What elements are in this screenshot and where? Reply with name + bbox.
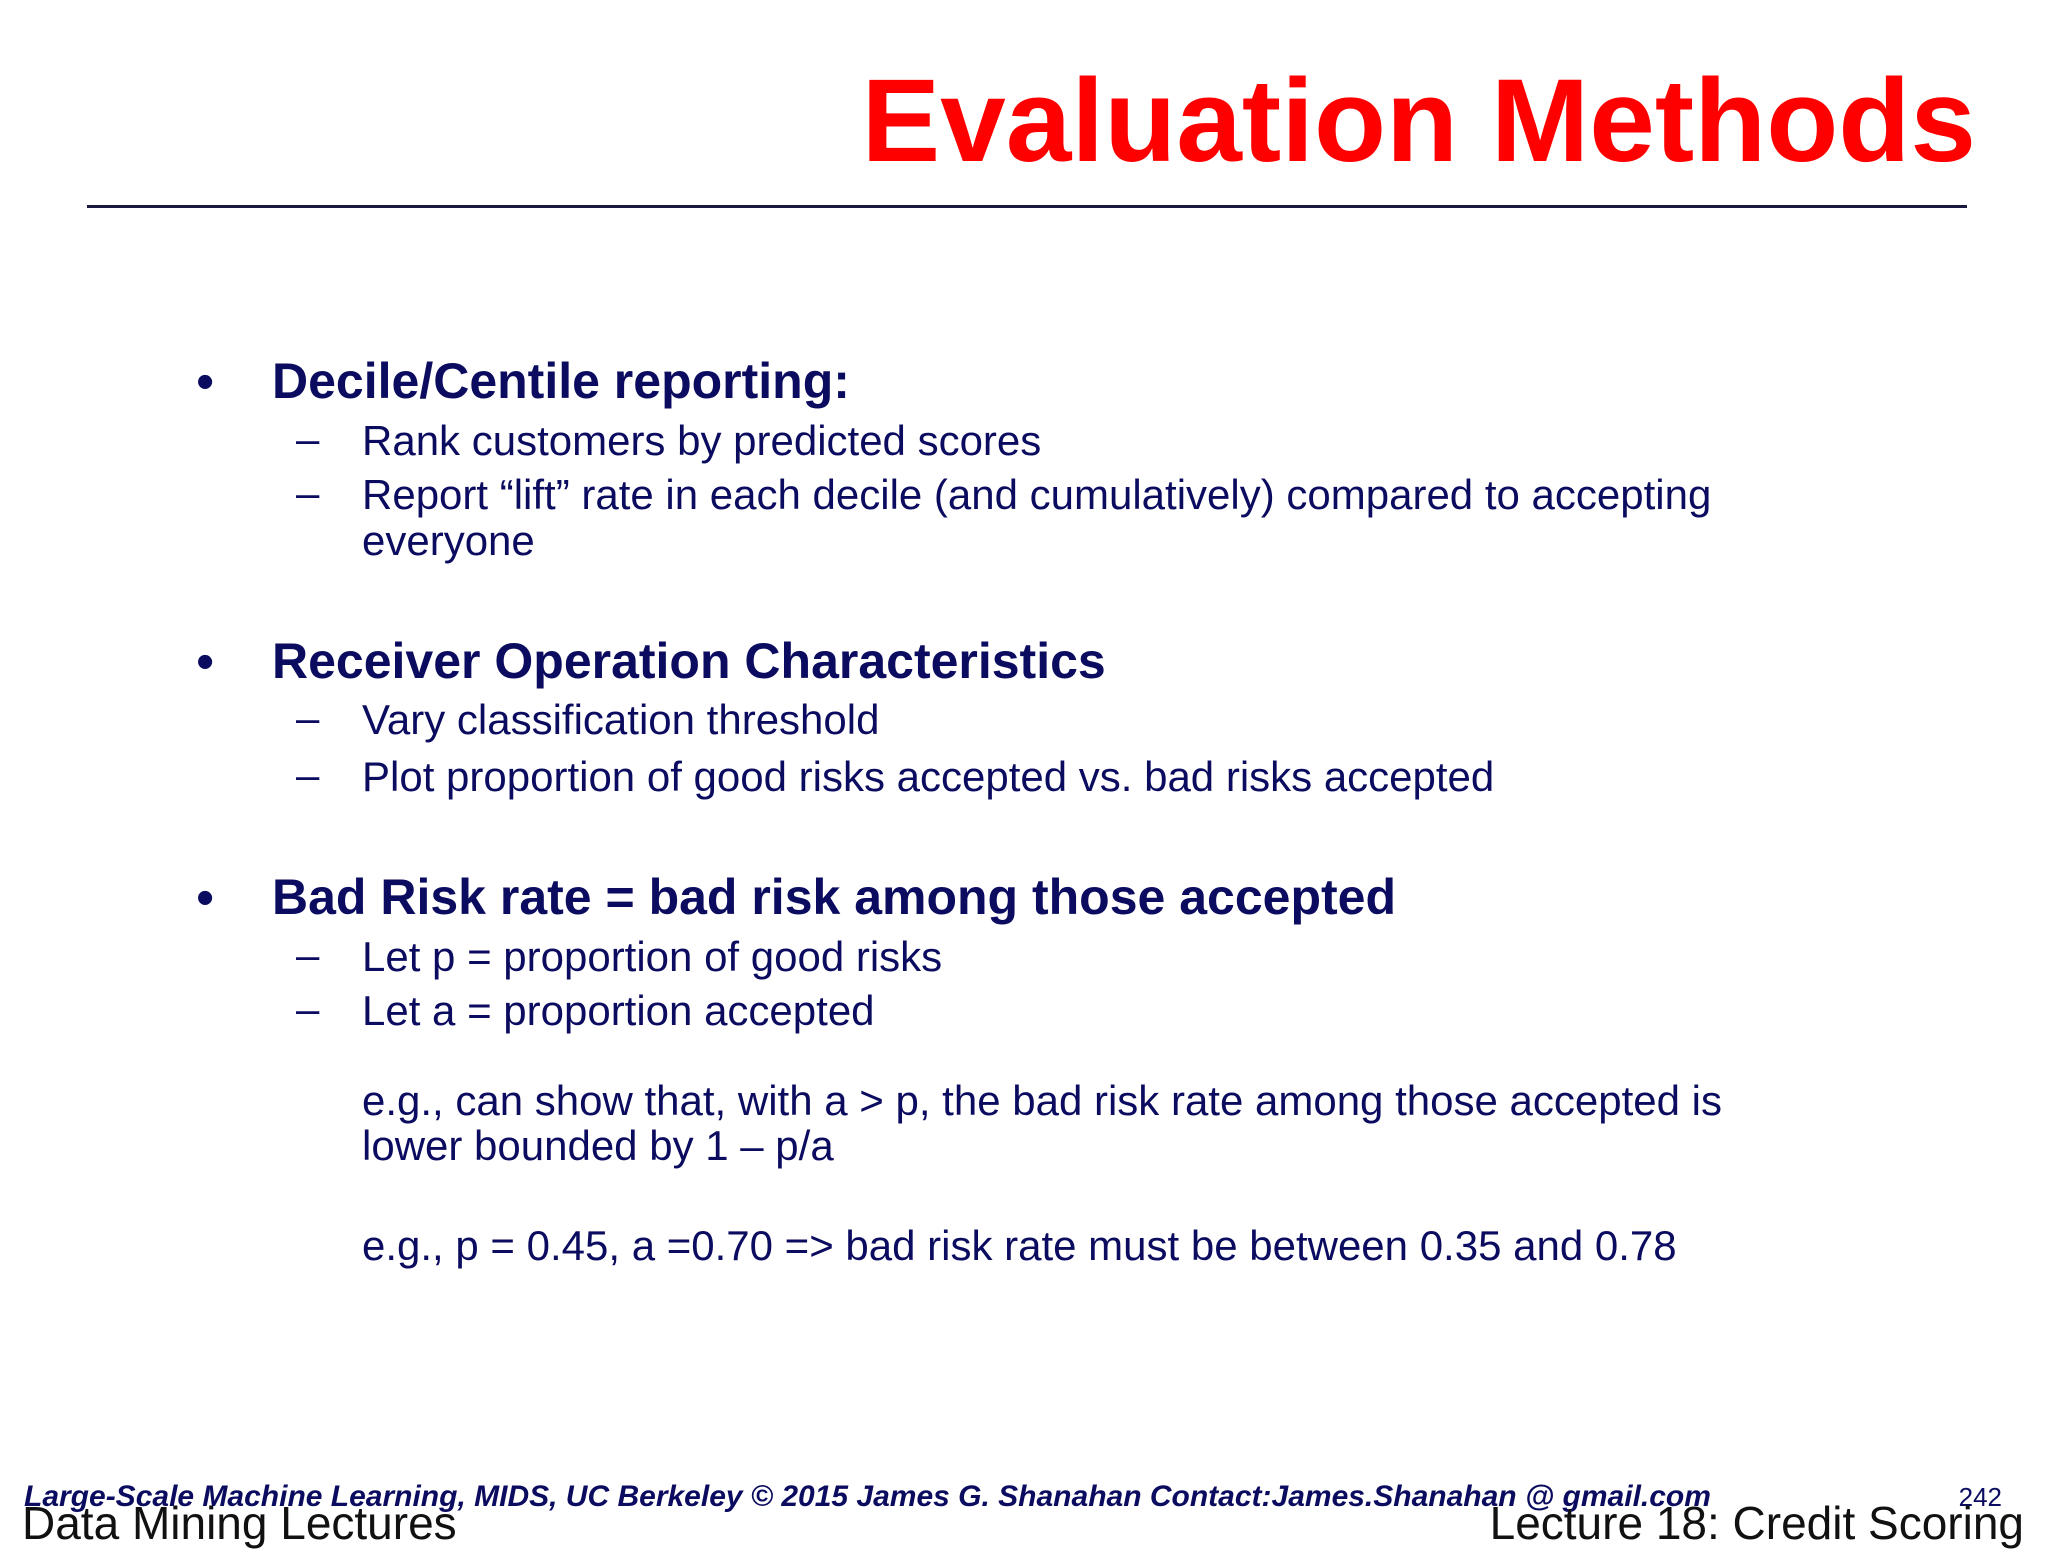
note-line: e.g., p = 0.45, a =0.70 => bad risk rate…: [362, 1222, 1677, 1269]
bullet-icon: •: [196, 353, 215, 411]
dash-icon: –: [296, 985, 320, 1032]
footer-left-label: Data Mining Lectures: [22, 1497, 457, 1549]
dash-icon: –: [296, 694, 320, 741]
sub-item: Let a = proportion accepted: [362, 987, 875, 1034]
dash-icon: –: [296, 751, 320, 798]
sub-item: Vary classification threshold: [362, 696, 880, 743]
dash-icon: –: [296, 931, 320, 978]
page-number: 242: [1958, 1482, 2002, 1512]
note-line: e.g., can show that, with a > p, the bad…: [362, 1077, 1722, 1124]
sub-item: Let p = proportion of good risks: [362, 933, 943, 980]
footer-citation: Large-Scale Machine Learning, MIDS, UC B…: [24, 1480, 1711, 1513]
slide-title: Evaluation Methods: [861, 55, 1976, 187]
title-divider: [87, 205, 1967, 208]
sub-item-continuation: everyone: [362, 517, 535, 564]
section-heading-bad-risk: Bad Risk rate = bad risk among those acc…: [272, 869, 1396, 925]
section-heading-decile: Decile/Centile reporting:: [272, 353, 850, 409]
section-heading-roc: Receiver Operation Characteristics: [272, 633, 1106, 689]
sub-item: Report “lift” rate in each decile (and c…: [362, 471, 1712, 518]
bullet-icon: •: [196, 633, 215, 691]
dash-icon: –: [296, 469, 320, 516]
sub-item: Rank customers by predicted scores: [362, 417, 1042, 464]
note-line: lower bounded by 1 – p/a: [362, 1122, 834, 1169]
dash-icon: –: [296, 415, 320, 462]
footer-right-label: Lecture 18: Credit Scoring: [1489, 1497, 2024, 1549]
sub-item: Plot proportion of good risks accepted v…: [362, 753, 1495, 800]
bullet-icon: •: [196, 869, 215, 927]
